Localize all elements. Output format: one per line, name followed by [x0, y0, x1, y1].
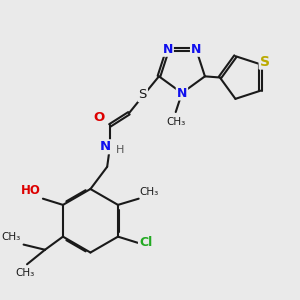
Text: CH₃: CH₃	[140, 187, 159, 197]
Text: N: N	[191, 43, 201, 56]
Text: Cl: Cl	[139, 236, 152, 249]
Text: N: N	[177, 86, 187, 100]
Text: HO: HO	[21, 184, 41, 197]
Text: N: N	[163, 43, 173, 56]
Text: CH₃: CH₃	[16, 268, 35, 278]
Text: N: N	[100, 140, 111, 153]
Text: H: H	[116, 145, 124, 154]
Text: O: O	[93, 111, 104, 124]
Text: S: S	[139, 88, 147, 101]
Text: CH₃: CH₃	[1, 232, 20, 242]
Text: S: S	[260, 55, 270, 69]
Text: CH₃: CH₃	[166, 116, 185, 127]
